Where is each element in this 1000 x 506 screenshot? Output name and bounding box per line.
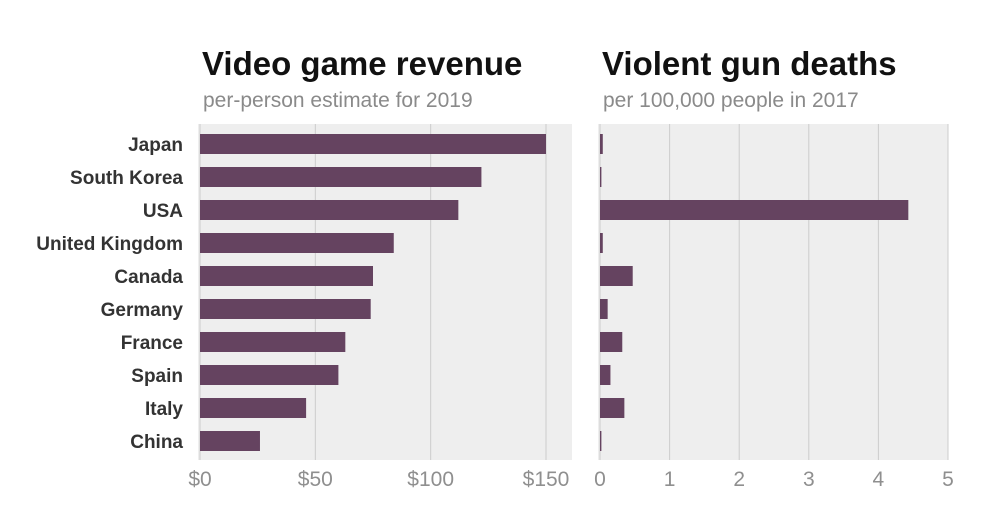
bar-united-kingdom bbox=[600, 233, 603, 253]
bar-united-kingdom bbox=[200, 233, 394, 253]
bar-france bbox=[600, 332, 623, 352]
bar-italy bbox=[200, 398, 307, 418]
category-label-italy: Italy bbox=[145, 399, 183, 420]
x-tick-label-2: 2 bbox=[733, 468, 745, 491]
category-label-canada: Canada bbox=[114, 267, 183, 288]
category-label-japan: Japan bbox=[128, 135, 183, 156]
x-tick-label-50: $50 bbox=[298, 468, 333, 491]
x-tick-label-1: 1 bbox=[664, 468, 676, 491]
x-axis-ticks-video-game-revenue: $0 $50 $100 $150 bbox=[188, 468, 569, 491]
category-label-united-kingdom: United Kingdom bbox=[36, 234, 183, 255]
bar-usa bbox=[200, 200, 459, 220]
bars-video-game-revenue bbox=[200, 134, 546, 451]
bar-spain bbox=[600, 365, 611, 385]
x-tick-label-100: $100 bbox=[407, 468, 454, 491]
x-tick-label-0: 0 bbox=[594, 468, 606, 491]
category-label-spain: Spain bbox=[131, 366, 183, 387]
x-axis-ticks-violent-gun-deaths: 0 1 2 3 4 5 bbox=[594, 468, 954, 491]
x-tick-label-5: 5 bbox=[942, 468, 954, 491]
bar-canada bbox=[200, 266, 373, 286]
category-label-south-korea: South Korea bbox=[70, 168, 183, 189]
x-tick-label-4: 4 bbox=[873, 468, 885, 491]
bars-violent-gun-deaths bbox=[600, 134, 909, 451]
bar-china bbox=[600, 431, 602, 451]
chart-title-violent-gun-deaths: Violent gun deaths bbox=[602, 45, 897, 82]
x-tick-label-0: $0 bbox=[188, 468, 211, 491]
bar-italy bbox=[600, 398, 625, 418]
chart-title-video-game-revenue: Video game revenue bbox=[202, 45, 522, 82]
category-label-china: China bbox=[130, 432, 183, 453]
bar-china bbox=[200, 431, 260, 451]
bar-usa bbox=[600, 200, 909, 220]
chart-subtitle-violent-gun-deaths: per 100,000 people in 2017 bbox=[603, 89, 859, 112]
plot-area-violent-gun-deaths bbox=[598, 124, 948, 460]
category-label-france: France bbox=[121, 333, 183, 354]
bar-canada bbox=[600, 266, 633, 286]
category-labels: Japan South Korea USA United Kingdom Canada G… bbox=[36, 135, 183, 453]
bar-spain bbox=[200, 365, 339, 385]
category-label-germany: Germany bbox=[101, 300, 184, 321]
x-tick-label-3: 3 bbox=[803, 468, 815, 491]
bar-south-korea bbox=[200, 167, 482, 187]
bar-germany bbox=[600, 299, 608, 319]
bar-south-korea bbox=[600, 167, 602, 187]
bar-germany bbox=[200, 299, 371, 319]
bar-japan bbox=[600, 134, 603, 154]
chart-subtitle-video-game-revenue: per-person estimate for 2019 bbox=[203, 89, 473, 112]
chart-panel-violent-gun-deaths: Violent gun deaths per 100,000 people in… bbox=[594, 45, 954, 491]
bar-japan bbox=[200, 134, 546, 154]
bar-france bbox=[200, 332, 346, 352]
x-tick-label-150: $150 bbox=[523, 468, 570, 491]
category-label-usa: USA bbox=[143, 201, 183, 222]
chart-panel-video-game-revenue: Video game revenue per-person estimate f… bbox=[36, 45, 572, 491]
